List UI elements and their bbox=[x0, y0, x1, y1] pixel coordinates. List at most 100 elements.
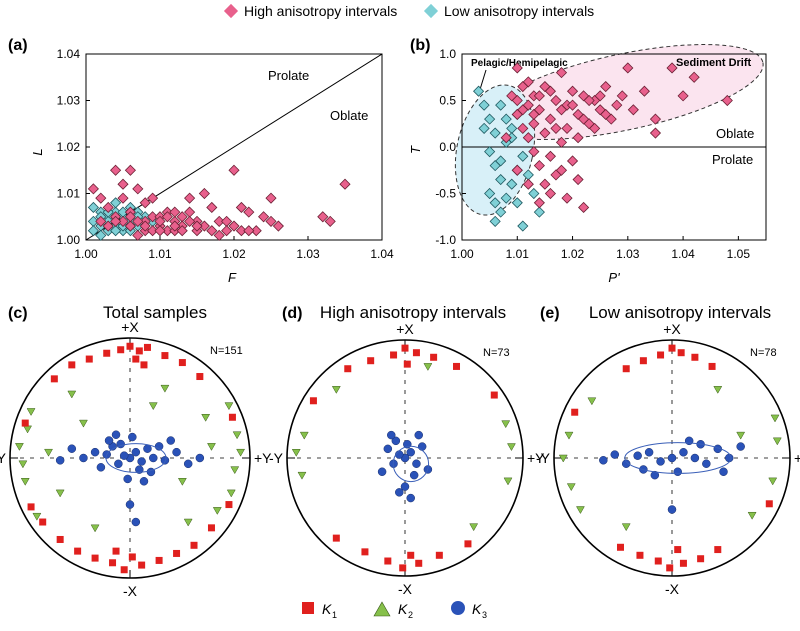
y-tick-label-0.5: 0.5 bbox=[439, 94, 456, 108]
k1-point-15 bbox=[571, 408, 579, 416]
high-point-35 bbox=[235, 225, 247, 237]
k1-point-18 bbox=[74, 547, 82, 555]
k3-point-22 bbox=[111, 430, 121, 439]
high-point-30 bbox=[213, 229, 225, 241]
k3-point-13 bbox=[160, 456, 170, 465]
high-point-64 bbox=[511, 94, 523, 107]
high-point-50 bbox=[132, 229, 144, 241]
high-point-20 bbox=[627, 104, 639, 116]
k3-point-20 bbox=[67, 444, 77, 453]
panel-a-ylabel: L bbox=[30, 148, 45, 155]
k2-point-8 bbox=[621, 523, 631, 532]
k3-point-7 bbox=[149, 453, 158, 463]
k1-point-11 bbox=[435, 551, 443, 559]
legend-low-label: Low anisotropy intervals bbox=[444, 3, 594, 19]
panel-d-title: High anisotropy intervals bbox=[320, 303, 506, 322]
high-point-42 bbox=[317, 211, 329, 223]
k2-point-6 bbox=[331, 386, 341, 394]
k3-point-17 bbox=[172, 447, 181, 457]
high-point-39 bbox=[265, 215, 277, 227]
high-point-47 bbox=[117, 215, 129, 227]
legend-k1-sub: 1 bbox=[332, 610, 337, 620]
k3-point-4 bbox=[114, 459, 123, 469]
high-point-63 bbox=[555, 164, 568, 176]
k2-point-5 bbox=[770, 414, 780, 423]
high-point-48 bbox=[550, 122, 562, 134]
k1-point-20 bbox=[56, 535, 64, 543]
k2-point-12 bbox=[67, 390, 77, 399]
low-point-23 bbox=[517, 220, 529, 232]
k3-point-5 bbox=[702, 459, 711, 468]
legend-low-marker bbox=[423, 3, 439, 19]
net-label-left: -Y bbox=[536, 450, 551, 466]
panel-a-oblate-label: Oblate bbox=[330, 108, 368, 123]
k1-point-27 bbox=[228, 413, 236, 421]
k3-point-21 bbox=[139, 477, 149, 486]
k2-point-0 bbox=[291, 449, 301, 457]
panel-b-oblate-label: Oblate bbox=[716, 126, 754, 141]
high-point-65 bbox=[154, 225, 166, 237]
k2-point-4 bbox=[26, 408, 36, 416]
high-point-5 bbox=[544, 113, 557, 125]
panel-b: (b) Pelagic/Hemipelagic Sediment Drift O… bbox=[408, 37, 767, 285]
high-point-7 bbox=[132, 183, 144, 195]
k3-point-24 bbox=[131, 517, 141, 527]
low-point-21 bbox=[528, 187, 540, 200]
k3-point-1 bbox=[679, 448, 688, 457]
y-tick-label--0.5: -0.5 bbox=[435, 187, 456, 201]
k1-point-8 bbox=[679, 559, 687, 567]
k1-point-2 bbox=[390, 351, 398, 359]
panel-b-xlabel: P' bbox=[608, 270, 620, 285]
k1-point-14 bbox=[674, 546, 682, 554]
high-point-57 bbox=[600, 108, 612, 121]
net-label-left: -Y bbox=[0, 450, 7, 466]
k1-point-1 bbox=[135, 347, 143, 355]
k2-point-6 bbox=[230, 466, 240, 475]
k1-point-16 bbox=[309, 397, 317, 405]
k3-point-19 bbox=[719, 467, 728, 476]
k1-point-13 bbox=[138, 561, 146, 569]
k3-point-1 bbox=[406, 448, 415, 457]
high-point-1 bbox=[95, 192, 107, 204]
k3-point-10 bbox=[406, 493, 415, 503]
high-point-39 bbox=[578, 201, 590, 214]
high-point-52 bbox=[572, 132, 584, 144]
high-point-52 bbox=[147, 225, 159, 237]
k1-point-0 bbox=[668, 344, 676, 352]
high-point-15 bbox=[161, 225, 173, 237]
k3-point-19 bbox=[183, 459, 193, 469]
high-point-33 bbox=[544, 150, 557, 162]
panel-c-title: Total samples bbox=[103, 303, 207, 322]
x-tick-label-1.00: 1.00 bbox=[74, 247, 98, 261]
k3-point-23 bbox=[125, 500, 135, 509]
k1-point-5 bbox=[453, 362, 461, 370]
x-tick-label-1.01: 1.01 bbox=[506, 247, 530, 261]
k2-point-19 bbox=[32, 512, 42, 521]
k2-point-2 bbox=[299, 431, 309, 440]
k3-point-18 bbox=[667, 505, 677, 514]
high-point-37 bbox=[250, 225, 262, 237]
low-point-15 bbox=[95, 229, 107, 241]
k1-point-7 bbox=[178, 359, 186, 367]
k2-point-2 bbox=[566, 483, 576, 492]
k2-point-0 bbox=[14, 443, 24, 451]
high-point-59 bbox=[511, 164, 523, 176]
panel-c-label: (c) bbox=[8, 305, 28, 322]
high-point-7 bbox=[555, 67, 568, 79]
x-tick-label-1.01: 1.01 bbox=[148, 247, 172, 261]
high-point-35 bbox=[555, 136, 568, 148]
k3-point-14 bbox=[650, 470, 660, 480]
k2-point-7 bbox=[232, 431, 242, 440]
y-tick-label--1.0: -1.0 bbox=[435, 233, 456, 247]
net-label-right: +Y bbox=[254, 450, 272, 466]
high-point-48 bbox=[124, 220, 136, 232]
k1-point-13 bbox=[464, 540, 472, 548]
panel-b-pelagic-label: Pelagic/Hemipelagic bbox=[471, 58, 568, 69]
high-point-37 bbox=[566, 155, 579, 167]
k2-point-1 bbox=[18, 460, 28, 469]
x-tick-label-1.02: 1.02 bbox=[561, 247, 585, 261]
net-label-bottom: -X bbox=[398, 581, 413, 597]
k1-point-13 bbox=[616, 543, 624, 551]
k3-point-11 bbox=[395, 488, 404, 497]
legend-k1-marker bbox=[302, 602, 314, 614]
